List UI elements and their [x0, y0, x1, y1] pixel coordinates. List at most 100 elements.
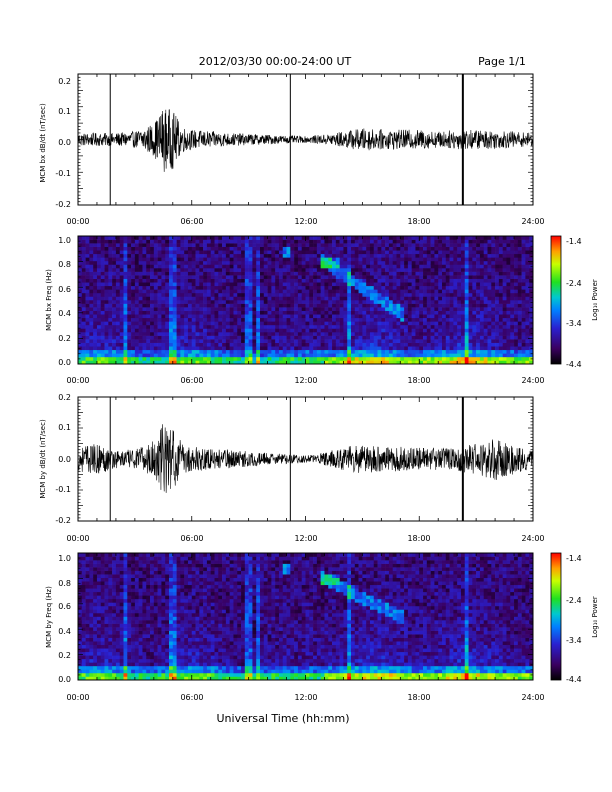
spectrogram-cell	[131, 321, 136, 326]
spectrogram-cell	[191, 257, 196, 262]
spectrogram-cell	[146, 317, 151, 322]
spectrogram-cell	[369, 349, 375, 354]
spectrogram-cell	[203, 275, 208, 279]
spectrogram-cell	[89, 292, 94, 297]
spectrogram-cell	[419, 353, 424, 358]
spectrogram-cell	[328, 285, 333, 290]
spectrogram-cell	[320, 289, 325, 294]
spectrogram-cell	[165, 303, 170, 308]
spectrogram-cell	[195, 356, 200, 361]
spectrogram-cell	[85, 253, 90, 258]
spectrogram-cell	[479, 264, 485, 269]
spectrogram-cell	[244, 303, 249, 308]
spectrogram-cell	[328, 246, 333, 251]
spectrogram-cell	[81, 246, 86, 251]
spectrogram-cell	[438, 332, 443, 336]
spectrogram-cell	[263, 236, 268, 240]
spectrogram-cell	[248, 239, 253, 244]
spectrogram-cell	[479, 353, 485, 358]
spectrogram-cell	[89, 349, 94, 354]
spectrogram-cell	[206, 324, 212, 329]
spectrogram-cell	[495, 278, 500, 283]
spectrogram-cell	[267, 300, 272, 304]
spectrogram-cell	[423, 289, 428, 294]
spectrogram-cell	[233, 236, 238, 240]
spectrogram-cell	[123, 360, 128, 365]
spectrogram-cell	[381, 289, 386, 294]
spectrogram-cell	[468, 346, 473, 351]
spectrogram-cell	[525, 307, 530, 311]
spectrogram-cell	[131, 250, 136, 255]
spectrogram-cell	[464, 243, 469, 247]
spectrogram-cell	[343, 292, 348, 297]
spectrogram-cell	[483, 360, 488, 365]
spectrogram-cell	[191, 296, 196, 301]
spectrogram-cell	[301, 271, 306, 276]
spectrogram-cell	[476, 332, 481, 336]
spectrogram-cell	[328, 264, 333, 269]
spectrogram-cell	[225, 335, 230, 340]
spectrogram-cell	[495, 328, 500, 333]
spectrogram-cell	[510, 314, 515, 319]
spectrogram-cell	[354, 310, 359, 315]
spectrogram-cell	[445, 278, 450, 283]
spectrogram-cell	[115, 307, 121, 311]
spectrogram-cell	[218, 289, 223, 294]
spectrogram-cell	[529, 328, 534, 333]
spectrogram-cell	[468, 239, 473, 244]
spectrogram-cell	[479, 342, 485, 347]
spectrogram-cell	[165, 243, 170, 247]
spectrogram-cell	[392, 300, 397, 304]
spectrogram-cell	[316, 339, 321, 343]
spectrogram-cell	[172, 303, 177, 308]
spectrogram-cell	[271, 250, 276, 255]
spectrogram-cell	[320, 246, 325, 251]
spectrogram-cell	[457, 282, 462, 287]
spectrogram-cell	[161, 285, 166, 290]
spectrogram-cell	[404, 332, 409, 336]
spectrogram-cell	[479, 328, 485, 333]
spectrogram-cell	[225, 250, 230, 255]
spectrogram-cell	[434, 285, 439, 290]
spectrogram-cell	[423, 332, 428, 336]
spectrogram-cell	[426, 349, 431, 354]
spectrogram-cell	[112, 275, 117, 279]
spectrogram-cell	[214, 253, 219, 258]
spectrogram-cell	[96, 570, 102, 575]
spectrogram-cell	[286, 282, 291, 287]
spectrogram-cell	[161, 271, 166, 276]
spectrogram-cell	[400, 321, 405, 326]
spectrogram-cell	[297, 236, 303, 240]
spectrogram-cell	[316, 321, 321, 326]
spectrogram-cell	[282, 303, 287, 308]
spectrogram-cell	[419, 307, 424, 311]
spectrogram-cell	[85, 676, 90, 681]
spectrogram-cell	[146, 342, 151, 347]
spectrogram-cell	[85, 332, 90, 336]
spectrogram-cell	[78, 605, 83, 610]
panel-by-dbdt-xticks: 00:00 06:00 12:00 18:00 24:00	[66, 534, 544, 543]
spectrogram-cell	[96, 648, 102, 653]
spectrogram-cell	[85, 246, 90, 251]
spectrogram-cell	[278, 246, 284, 251]
spectrogram-cell	[328, 250, 333, 255]
spectrogram-cell	[93, 627, 98, 631]
spectrogram-cell	[362, 307, 367, 311]
spectrogram-cell	[407, 253, 412, 258]
spectrogram-cell	[157, 271, 162, 276]
spectrogram-cell	[263, 346, 268, 351]
spectrogram-cell	[252, 332, 257, 336]
spectrogram-cell	[169, 236, 174, 240]
spectrogram-cell	[127, 310, 132, 315]
spectrogram-cell	[96, 356, 102, 361]
spectrogram-cell	[184, 250, 189, 255]
spectrogram-cell	[411, 356, 416, 361]
spectrogram-cell	[244, 243, 249, 247]
spectrogram-cell	[438, 300, 443, 304]
spectrogram-cell	[510, 342, 515, 347]
spectrogram-cell	[358, 300, 363, 304]
spectrogram-cell	[396, 356, 401, 361]
spectrogram-cell	[324, 289, 329, 294]
spectrogram-cell	[419, 300, 424, 304]
spectrogram-cell	[172, 289, 177, 294]
